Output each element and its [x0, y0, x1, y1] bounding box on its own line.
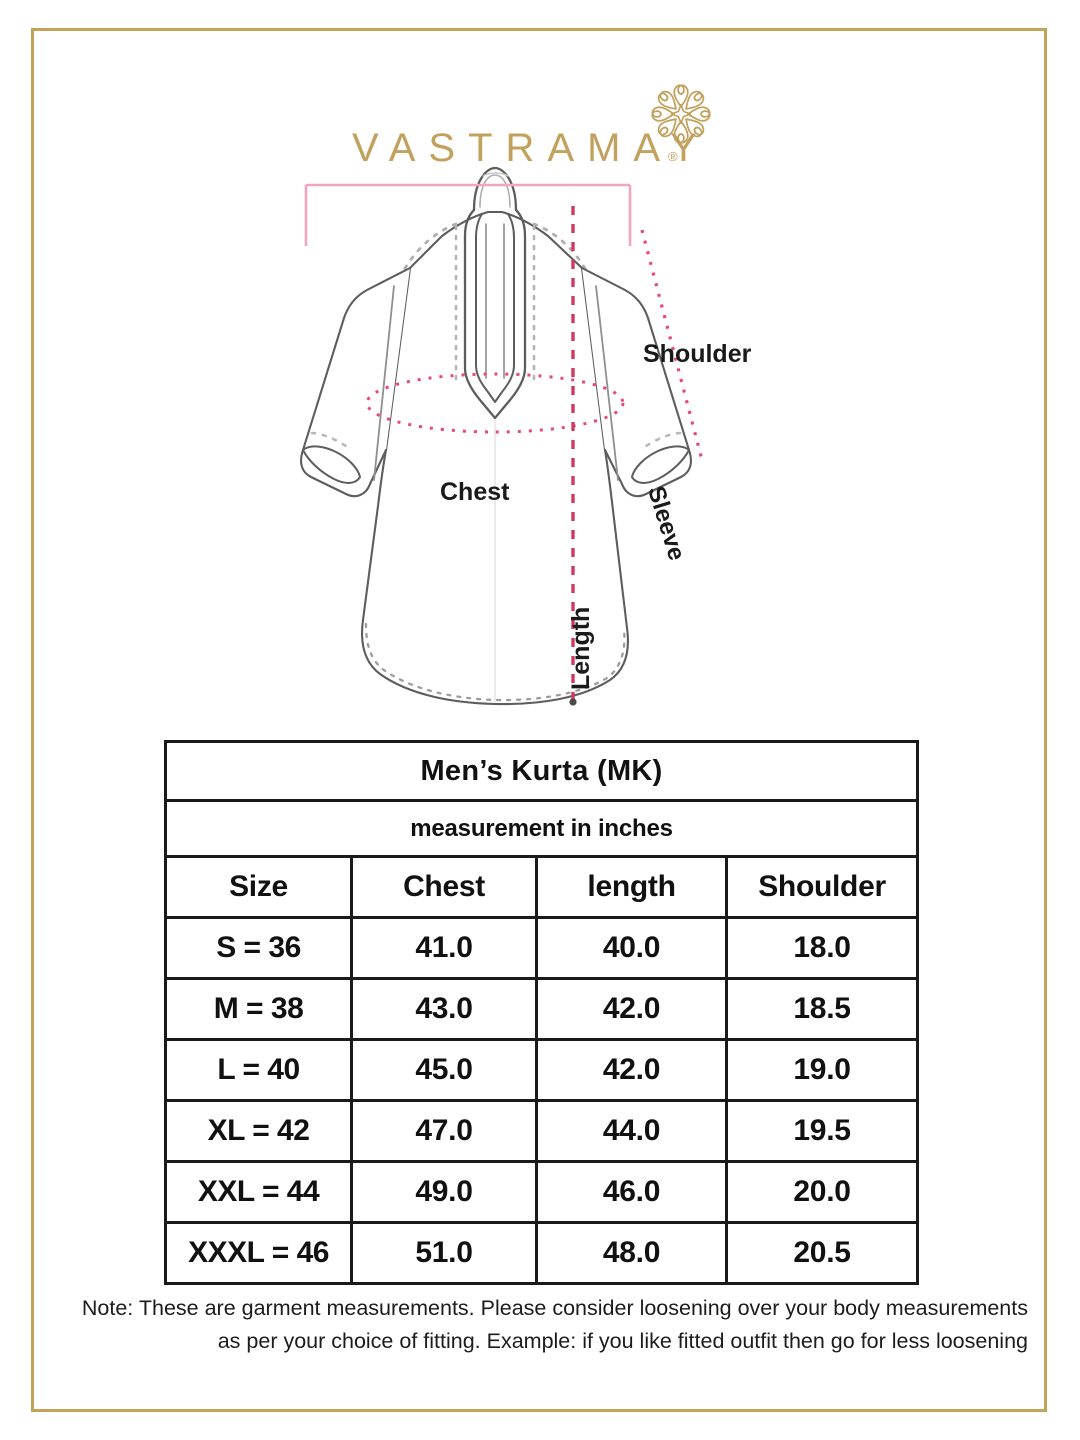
- cell-chest: 41.0: [350, 916, 538, 980]
- table-subtitle: measurement in inches: [163, 799, 920, 858]
- note-line-2: as per your choice of fitting. Example: …: [217, 1329, 1028, 1353]
- cell-size: XL = 42: [164, 1099, 353, 1163]
- note-line-1: Note: These are garment measurements. Pl…: [81, 1296, 1028, 1320]
- table-row: M = 38 43.0 42.0 18.5: [164, 977, 920, 1041]
- table-subtitle-row: measurement in inches: [163, 799, 920, 858]
- ornamental-star-icon: [645, 78, 717, 150]
- shoulder-label: Shoulder: [643, 340, 752, 368]
- cell-length: 42.0: [535, 1038, 728, 1102]
- table-row: XL = 42 47.0 44.0 19.5: [164, 1099, 920, 1163]
- shoulder-measure-line: [304, 183, 632, 246]
- cell-shoulder: 18.5: [724, 977, 920, 1041]
- cell-size: XXL = 44: [164, 1160, 353, 1224]
- cell-length: 48.0: [535, 1221, 728, 1285]
- cell-size: M = 38: [164, 977, 353, 1041]
- length-label: Length: [567, 606, 595, 690]
- brand-wordmark: VASTRAMAY: [352, 126, 710, 170]
- table-row: XXL = 44 49.0 46.0 20.0: [164, 1160, 920, 1224]
- cell-chest: 45.0: [350, 1038, 538, 1102]
- cell-size: L = 40: [164, 1038, 353, 1102]
- size-chart-table: Men’s Kurta (MK) measurement in inches S…: [163, 740, 920, 1285]
- cell-chest: 51.0: [350, 1221, 538, 1285]
- cell-length: 46.0: [535, 1160, 728, 1224]
- column-header-shoulder: Shoulder: [724, 855, 920, 919]
- cell-length: 42.0: [535, 977, 728, 1041]
- cell-chest: 49.0: [350, 1160, 538, 1224]
- cell-chest: 43.0: [350, 977, 538, 1041]
- table-title: Men’s Kurta (MK): [163, 740, 920, 802]
- table-row: S = 36 41.0 40.0 18.0: [164, 916, 920, 980]
- chest-label: Chest: [440, 478, 510, 506]
- cell-size: XXXL = 46: [164, 1221, 353, 1285]
- cell-shoulder: 19.5: [724, 1099, 920, 1163]
- column-header-length: length: [535, 855, 728, 919]
- cell-shoulder: 19.0: [724, 1038, 920, 1102]
- table-row: L = 40 45.0 42.0 19.0: [164, 1038, 920, 1102]
- cell-length: 44.0: [535, 1099, 728, 1163]
- cell-shoulder: 20.0: [724, 1160, 920, 1224]
- cell-shoulder: 20.5: [724, 1221, 920, 1285]
- registered-trademark-icon: ®: [668, 149, 678, 164]
- chest-measure-ellipse: [365, 372, 625, 434]
- cell-length: 40.0: [535, 916, 728, 980]
- table-header-row: Size Chest length Shoulder: [164, 855, 920, 919]
- cell-chest: 47.0: [350, 1099, 538, 1163]
- measurement-note: Note: These are garment measurements. Pl…: [52, 1292, 1028, 1358]
- brand-header: VASTRAMAY ®: [0, 46, 1080, 170]
- table-row: XXXL = 46 51.0 48.0 20.5: [164, 1221, 920, 1285]
- sleeve-measure-line: [640, 229, 704, 461]
- table-title-row: Men’s Kurta (MK): [163, 740, 920, 802]
- cell-shoulder: 18.0: [724, 916, 920, 980]
- cell-size: S = 36: [164, 916, 353, 980]
- column-header-chest: Chest: [350, 855, 538, 919]
- kurta-technical-diagram: Shoulder Chest Sleeve Length: [290, 150, 790, 735]
- column-header-size: Size: [164, 855, 353, 919]
